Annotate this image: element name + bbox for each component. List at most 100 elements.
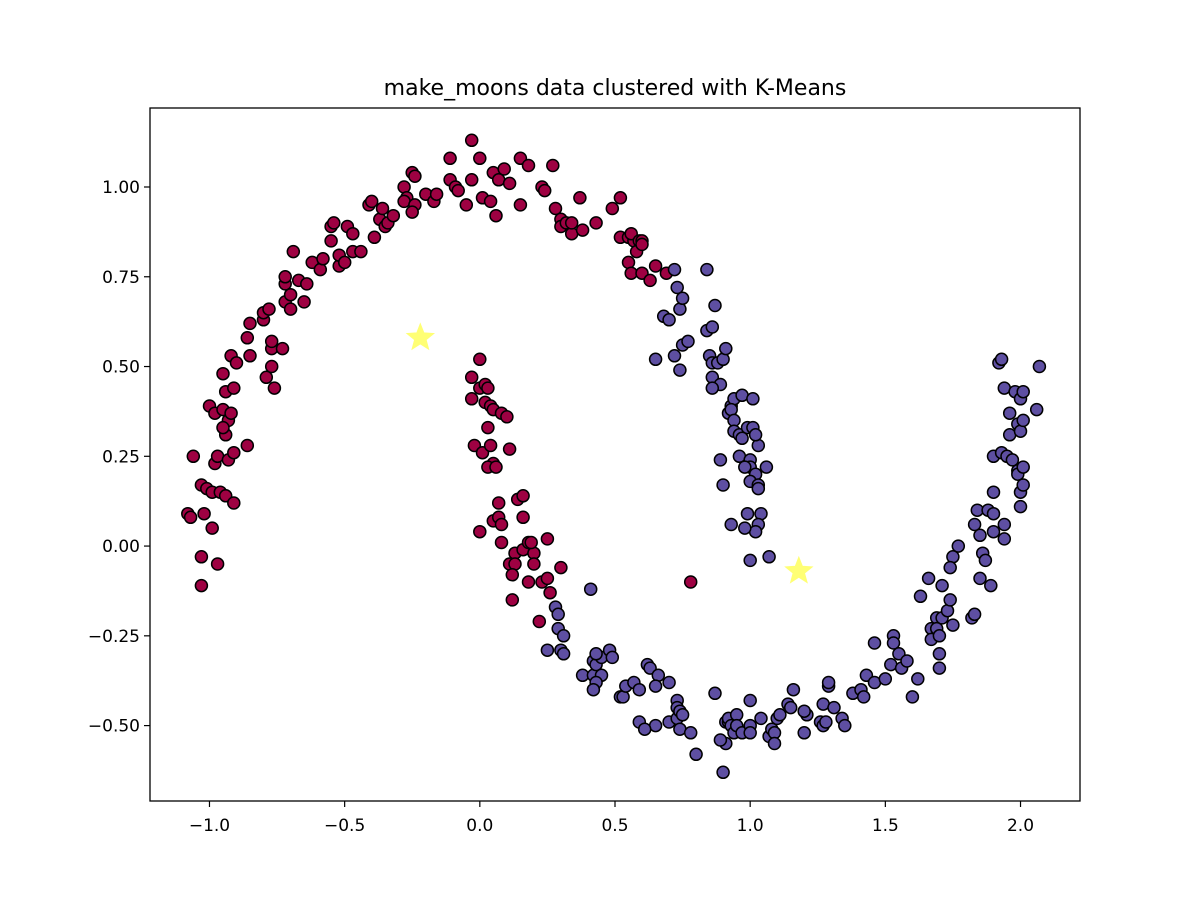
cluster-0-point: [537, 183, 552, 198]
cluster-0-point: [575, 223, 590, 237]
scatter-points: [181, 133, 1047, 780]
cluster-1-point: [743, 553, 757, 568]
cluster-1-point: [673, 363, 687, 377]
cluster-1-point: [967, 607, 982, 622]
centroid-star-0: [405, 322, 436, 351]
cluster-1-point: [648, 679, 663, 693]
cluster-0-point: [502, 176, 517, 191]
cluster-1-point: [943, 560, 957, 575]
cluster-1-point: [743, 726, 757, 740]
cluster-1-point: [743, 693, 757, 708]
cluster-1-point: [856, 690, 871, 704]
y-tick-label: 0.50: [102, 358, 140, 378]
cluster-0-point: [240, 331, 255, 345]
cluster-0-point: [459, 198, 474, 212]
y-tick-label: 0.25: [102, 447, 140, 467]
cluster-1-point: [589, 647, 603, 661]
cluster-0-point: [505, 568, 520, 582]
x-tick-label: −1.0: [189, 816, 230, 836]
cluster-0-point: [267, 381, 282, 395]
cluster-0-point: [473, 352, 487, 367]
cluster-0-point: [229, 356, 244, 370]
cluster-1-point: [670, 280, 684, 295]
cluster-0-point: [354, 244, 368, 259]
cluster-0-point: [283, 287, 298, 302]
cluster-1-point: [1029, 402, 1044, 417]
cluster-1-point: [738, 460, 752, 474]
cluster-0-point: [683, 575, 698, 589]
cluster-1-point: [748, 428, 763, 442]
cluster-0-point: [275, 341, 290, 356]
cluster-1-point: [716, 765, 730, 780]
cluster-0-point: [494, 517, 509, 532]
cluster-1-point: [540, 643, 555, 657]
cluster-0-point: [481, 381, 495, 395]
cluster-0-point: [643, 273, 657, 288]
cluster-1-point: [984, 578, 998, 593]
cluster-1-point: [713, 733, 728, 747]
cluster-1-point: [783, 700, 798, 715]
cluster-1-point: [724, 517, 738, 532]
cluster-1-point: [583, 582, 598, 596]
y-tick-label: −0.50: [88, 717, 140, 737]
cluster-1-point: [708, 686, 722, 701]
cluster-0-point: [524, 535, 538, 550]
cluster-0-point: [500, 410, 514, 424]
cluster-0-point: [464, 370, 479, 385]
cluster-1-point: [932, 661, 947, 675]
cluster-0-point: [546, 158, 560, 173]
cluster-1-point: [713, 453, 728, 467]
cluster-1-point: [662, 675, 676, 690]
cluster-1-point: [719, 341, 733, 356]
cluster-1-point: [683, 726, 698, 740]
cluster-1-point: [667, 262, 682, 277]
cluster-0-point: [243, 349, 257, 363]
cluster-1-point: [681, 334, 695, 349]
cluster-0-point: [464, 392, 479, 406]
cluster-0-point: [264, 334, 279, 349]
cluster-0-point: [564, 216, 579, 230]
cluster-0-point: [540, 571, 555, 586]
cluster-1-point: [637, 722, 652, 736]
x-tick-label: 0.0: [466, 816, 493, 836]
cluster-1-point: [997, 532, 1012, 546]
y-axis: −0.50 −0.25 0.00 0.25 0.50 0.75 1.00: [88, 178, 150, 737]
y-tick-label: 0.75: [102, 268, 140, 288]
cluster-1-point: [1013, 499, 1028, 514]
cluster-1-point: [586, 682, 601, 697]
cluster-0-point: [489, 460, 503, 474]
cluster-0-point: [532, 614, 547, 629]
cluster-0-point: [464, 173, 479, 187]
cluster-1-point: [759, 460, 774, 474]
cluster-1-point: [556, 647, 571, 661]
cluster-1-point: [1016, 460, 1030, 474]
cluster-0-point: [489, 208, 503, 223]
cluster-1-point: [740, 506, 755, 521]
centroid-star-1: [784, 555, 814, 584]
cluster-0-point: [491, 496, 506, 510]
cluster-0-point: [194, 578, 209, 593]
cluster-1-point: [556, 629, 571, 643]
cluster-0-point: [224, 406, 238, 420]
cluster-1-point: [1032, 359, 1047, 374]
cluster-1-point: [1013, 424, 1028, 438]
y-tick-label: 1.00: [102, 178, 140, 198]
cluster-0-point: [327, 216, 341, 230]
cluster-1-point: [786, 682, 801, 697]
cluster-1-point: [986, 485, 1001, 499]
cluster-0-point: [540, 532, 555, 546]
cluster-1-point: [675, 291, 690, 306]
cluster-0-point: [464, 133, 479, 148]
cluster-1-point: [935, 578, 949, 593]
cluster-0-point: [648, 259, 663, 273]
cluster-0-point: [516, 489, 530, 503]
cluster-0-point: [473, 151, 487, 166]
cluster-1-point: [967, 517, 982, 532]
cluster-0-point: [216, 366, 230, 381]
cluster-0-point: [259, 370, 274, 385]
cluster-0-point: [205, 521, 219, 535]
cluster-0-point: [505, 593, 520, 607]
cluster-1-point: [705, 320, 720, 334]
cluster-1-point: [973, 571, 987, 586]
